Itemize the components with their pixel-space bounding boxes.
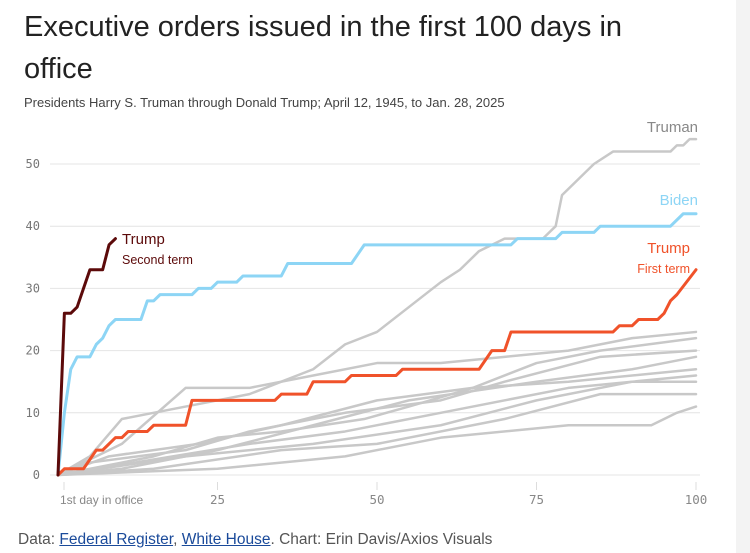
footer: Data: Federal Register, White House. Cha… (18, 531, 492, 549)
y-tick-label: 0 (33, 468, 40, 482)
y-tick-label: 40 (26, 219, 40, 233)
series-line-other-president (56, 330, 698, 477)
series-line-other-president (56, 405, 698, 477)
data-prefix: Data: (18, 531, 56, 548)
y-tick-label: 20 (26, 344, 40, 358)
series-line-other-president (56, 349, 698, 477)
scrollbar[interactable] (736, 0, 750, 553)
series-sublabel: Second term (122, 253, 193, 267)
chart-title: Executive orders issued in the first 100… (24, 11, 623, 85)
series-line-other-president (56, 368, 698, 477)
series-line-other-president (56, 380, 698, 477)
x-tick-label: 25 (210, 492, 225, 507)
series-label: Biden (660, 192, 698, 209)
series-label: Trump (647, 240, 690, 257)
chart-subtitle: Presidents Harry S. Truman through Donal… (24, 95, 505, 110)
y-tick-label: 50 (26, 157, 40, 171)
y-tick-label: 30 (26, 281, 40, 295)
x-tick-label: 1st day in office (60, 493, 143, 507)
series-label: Trump (122, 231, 165, 248)
x-tick-label: 100 (685, 492, 708, 507)
series-sublabel: First term (637, 262, 690, 276)
series-line-trump-first-term (56, 268, 698, 477)
series-line-trump-second-term (56, 237, 117, 477)
series-line-other-president (56, 392, 698, 477)
separator: , (173, 531, 178, 548)
white-house-link[interactable]: White House (181, 531, 271, 548)
series-line-truman (56, 137, 698, 477)
series-line-other-president (56, 355, 698, 477)
chart-credit: . Chart: Erin Davis/Axios Visuals (270, 531, 493, 548)
y-tick-label: 10 (26, 406, 40, 420)
x-tick-label: 50 (369, 492, 384, 507)
series-line-other-president (56, 336, 698, 477)
federal-register-link[interactable]: Federal Register (59, 531, 174, 548)
x-tick-label: 75 (529, 492, 544, 507)
series-label: Truman (647, 119, 698, 136)
series-line-biden (56, 212, 698, 477)
